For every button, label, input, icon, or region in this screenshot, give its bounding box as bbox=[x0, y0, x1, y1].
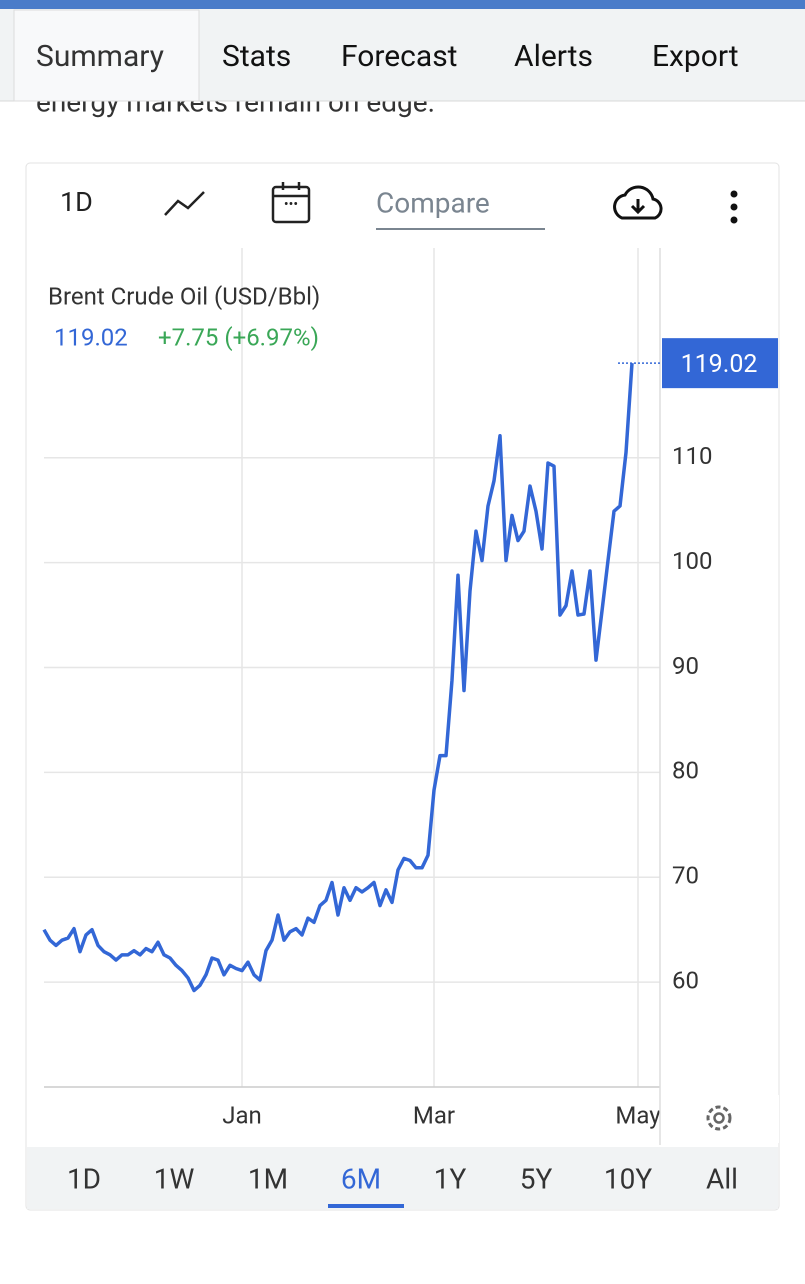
y-tick-label: 100 bbox=[672, 547, 712, 575]
x-tick-label: Mar bbox=[413, 1101, 455, 1129]
plot: Jan Mar May 60 70 80 90 100 110 119.02 bbox=[42, 248, 779, 1145]
range-button[interactable]: 1D bbox=[67, 1162, 101, 1195]
chart-card bbox=[25, 162, 780, 1211]
calendar-icon[interactable]: ••• bbox=[271, 182, 311, 224]
tab[interactable]: Summary bbox=[36, 39, 164, 74]
y-tick-label: 80 bbox=[672, 757, 699, 785]
interval-button[interactable]: 1D bbox=[60, 186, 93, 218]
y-tick-label: 110 bbox=[672, 442, 712, 470]
tab[interactable]: Forecast bbox=[341, 39, 458, 74]
cloud bbox=[613, 185, 663, 220]
range-button[interactable]: 5Y bbox=[520, 1162, 553, 1195]
dot bbox=[730, 216, 738, 224]
compare-input[interactable]: Compare bbox=[376, 186, 490, 219]
range-buttons: 1D 1W 1M 6M 1Y 5Y 10Y All bbox=[67, 1162, 738, 1208]
tabs: Summary Stats Forecast Alerts Export bbox=[13, 9, 739, 102]
dot bbox=[730, 190, 738, 198]
y-tick-label: 90 bbox=[672, 652, 699, 680]
tab[interactable]: Alerts bbox=[514, 39, 593, 74]
active-tab-bg bbox=[13, 9, 200, 102]
range-button[interactable]: 1W bbox=[154, 1162, 195, 1195]
price-tag-label: 119.02 bbox=[681, 350, 758, 379]
range-underline bbox=[328, 1204, 404, 1208]
tab[interactable]: Export bbox=[652, 39, 739, 74]
range-button[interactable]: 1Y bbox=[434, 1162, 467, 1195]
download-icon[interactable] bbox=[613, 185, 663, 220]
settings-icon[interactable] bbox=[706, 1105, 732, 1131]
y-tick-label: 60 bbox=[672, 966, 699, 994]
range-button[interactable]: 10Y bbox=[604, 1162, 652, 1195]
last-price: 119.02 bbox=[54, 323, 128, 351]
chart-type-icon[interactable] bbox=[164, 191, 205, 216]
calendar-dots: ••• bbox=[284, 197, 298, 213]
price-change: +7.75 (+6.97%) bbox=[158, 323, 319, 351]
dot bbox=[730, 203, 738, 211]
gear-hub bbox=[713, 1112, 725, 1124]
price-line bbox=[42, 363, 634, 993]
series-name: Brent Crude Oil (USD/Bbl) bbox=[48, 282, 320, 310]
top-bar bbox=[0, 0, 805, 9]
range-button[interactable]: All bbox=[706, 1162, 738, 1195]
arrow bbox=[630, 199, 646, 215]
x-label-mask bbox=[661, 1095, 779, 1143]
tab[interactable]: Stats bbox=[222, 39, 291, 74]
range-button[interactable]: 1M bbox=[248, 1162, 288, 1195]
x-tick-label: May bbox=[615, 1101, 661, 1129]
x-tick-label: Jan bbox=[222, 1101, 262, 1129]
range-bar bbox=[27, 1147, 778, 1209]
range-button[interactable]: 6M bbox=[341, 1162, 381, 1195]
calendar-frame bbox=[271, 185, 311, 224]
y-tick-label: 70 bbox=[672, 862, 699, 890]
gear-teeth bbox=[706, 1105, 732, 1131]
price-tag bbox=[662, 338, 778, 389]
more-menu[interactable] bbox=[730, 190, 738, 224]
